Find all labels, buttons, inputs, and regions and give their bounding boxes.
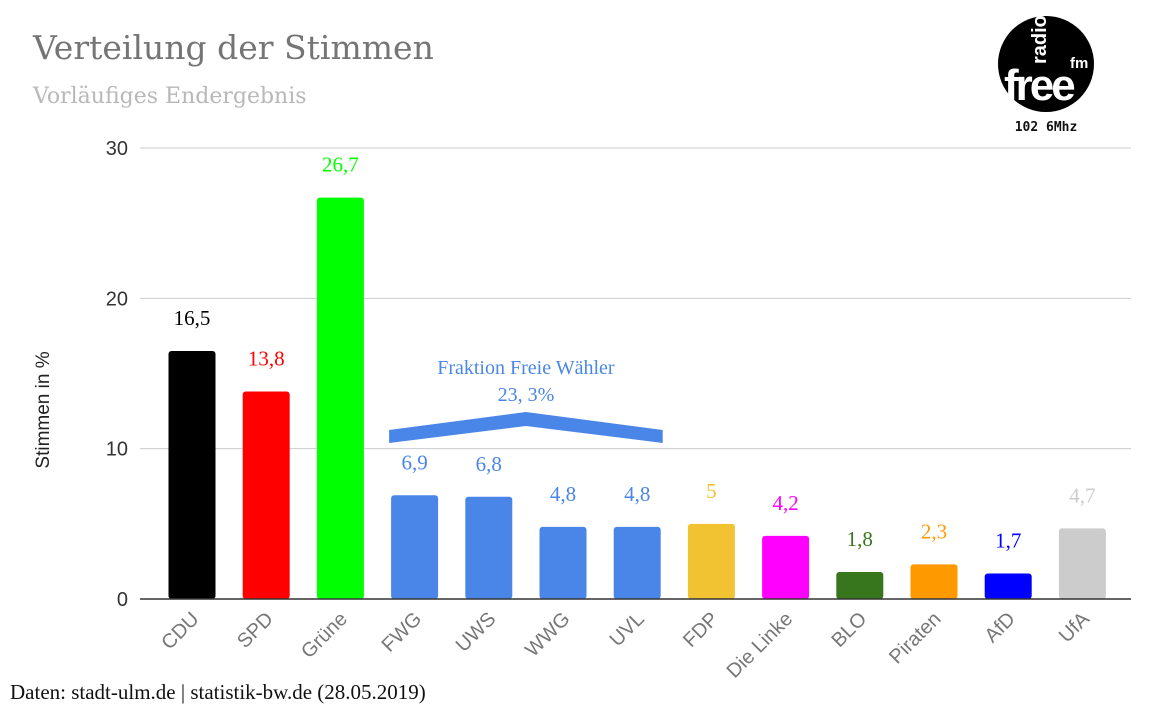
x-axis-labels: CDU SPD Grüne FWG UWS WWG UVL FDP Die Linke BLO Pi… (157, 608, 1094, 683)
logo-fm-text: fm (1070, 55, 1088, 72)
x-tick-label: UfA (1055, 608, 1095, 648)
bar-spd (242, 391, 290, 599)
data-label: 26,7 (322, 153, 359, 177)
x-tick-label: Grüne (297, 608, 352, 663)
data-label: 16,5 (174, 306, 211, 330)
data-labels: 16,5 13,8 26,7 6,9 6,8 4,8 4,8 5 4,2 1,8 2,3 1,7 4,7 (174, 153, 1096, 553)
chart-subtitle: Vorläufiges Endergebnis (33, 84, 307, 109)
gridlines (140, 147, 1131, 450)
annotation-bracket (389, 412, 663, 443)
bar-grüne (316, 197, 364, 600)
x-tick-label: BLO (827, 608, 871, 652)
bar-uvl (613, 526, 661, 599)
bar-afd (984, 573, 1032, 599)
y-axis-label: Stimmen in % (33, 351, 54, 468)
bars (168, 197, 1106, 600)
x-tick-label: CDU (157, 608, 203, 654)
data-label: 2,3 (921, 519, 947, 543)
data-label: 4,7 (1069, 483, 1095, 507)
y-tick-label: 10 (106, 439, 128, 461)
annotation-line1: Fraktion Freie Wähler (437, 357, 615, 379)
logo-radio-text: radio (1029, 15, 1051, 64)
x-tick-label: Die Linke (723, 608, 798, 683)
x-tick-label: FWG (378, 608, 427, 657)
bar-fwg (391, 495, 439, 599)
y-tick-label: 20 (106, 288, 128, 310)
data-label: 5 (706, 479, 717, 503)
bar-ufa (1058, 528, 1106, 599)
bar-wwg (539, 526, 587, 599)
data-source: Daten: stadt-ulm.de | statistik-bw.de (2… (10, 680, 426, 704)
y-axis-ticks: 0 10 20 30 (106, 138, 128, 611)
y-tick-label: 0 (117, 589, 128, 611)
annotation-line2: 23, 3% (498, 384, 555, 406)
data-label: 6,8 (476, 452, 502, 476)
logo-frequency: 102 6Mhz (1014, 120, 1078, 135)
bar-cdu (168, 350, 216, 599)
data-label: 4,8 (550, 482, 576, 506)
data-label: 1,8 (847, 527, 873, 551)
logo-disc-icon: radio free fm (998, 15, 1094, 112)
x-tick-label: FDP (679, 608, 723, 652)
data-label: 6,9 (401, 450, 427, 474)
logo-free-text: free (1004, 61, 1074, 110)
bar-fdp (687, 523, 735, 599)
y-tick-label: 30 (106, 138, 128, 160)
bar-uws (465, 496, 513, 599)
x-tick-label: SPD (233, 608, 278, 653)
x-tick-label: UVL (606, 608, 649, 651)
data-label: 13,8 (248, 347, 285, 371)
annotation-freie-waehler: Fraktion Freie Wähler 23, 3% (389, 357, 663, 443)
x-tick-label: Piraten (885, 608, 945, 668)
x-tick-label: AfD (981, 608, 1020, 647)
radio-free-fm-logo: radio free fm 102 6Mhz (998, 14, 1098, 144)
data-label: 4,8 (624, 482, 650, 506)
x-tick-label: WWG (521, 608, 574, 661)
bar-die-linke (762, 535, 810, 599)
bar-piraten (910, 564, 958, 599)
data-label: 1,7 (995, 528, 1021, 552)
x-tick-label: UWS (452, 608, 501, 657)
bar-blo (836, 571, 884, 599)
chart-title: Verteilung der Stimmen (33, 28, 434, 67)
data-label: 4,2 (772, 491, 798, 515)
